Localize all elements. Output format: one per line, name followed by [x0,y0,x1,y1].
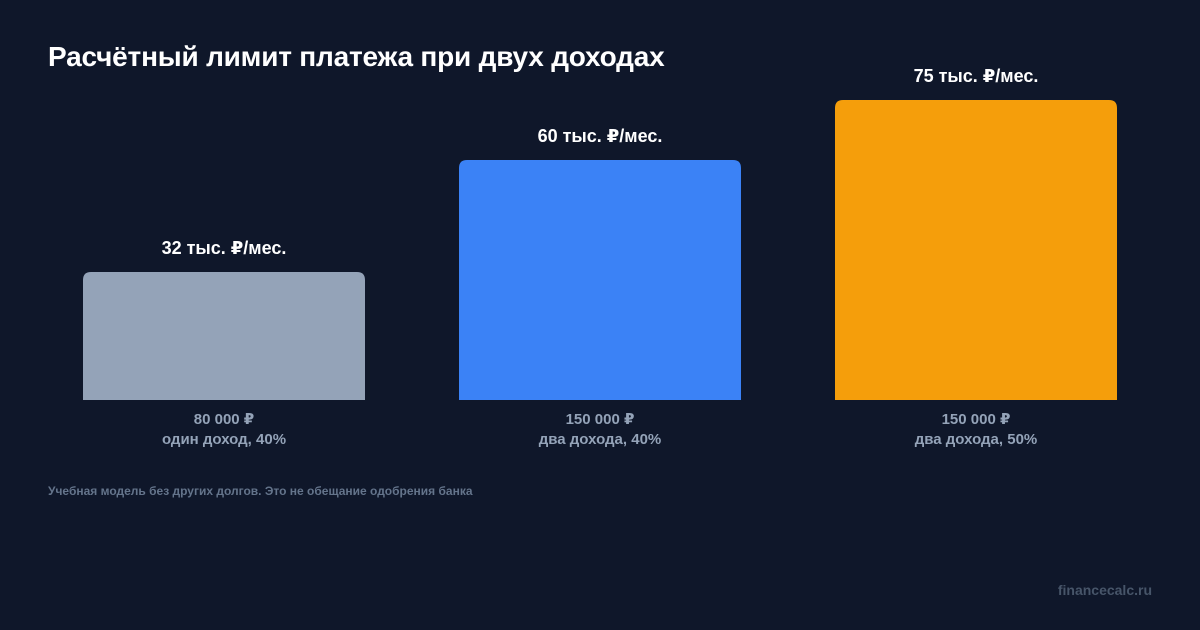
bar-value-label-3: 75 тыс. ₽/мес. [914,66,1039,86]
category-scenario-label-2: два дохода, 40% [539,431,662,448]
category-scenario-label-1: один доход, 40% [162,431,286,448]
category-scenario-label-3: два дохода, 50% [915,431,1038,448]
footnote: Учебная модель без других долгов. Это не… [48,484,473,498]
brand-watermark: financecalc.ru [1057,582,1152,598]
bar-value-label-2: 60 тыс. ₽/мес. [538,126,663,146]
category-income-label-3: 150 000 ₽ [942,411,1011,428]
bars-group: 32 тыс. ₽/мес. 80 000 ₽ один доход, 40% 60 … [83,66,1117,448]
bar-3 [835,100,1117,400]
chart-title: Расчётный лимит платежа при двух доходах [48,41,665,72]
bar-2 [459,160,741,400]
bar-1 [83,272,365,400]
bar-value-label-1: 32 тыс. ₽/мес. [162,238,287,258]
category-income-label-2: 150 000 ₽ [566,411,635,428]
category-income-label-1: 80 000 ₽ [194,411,254,428]
